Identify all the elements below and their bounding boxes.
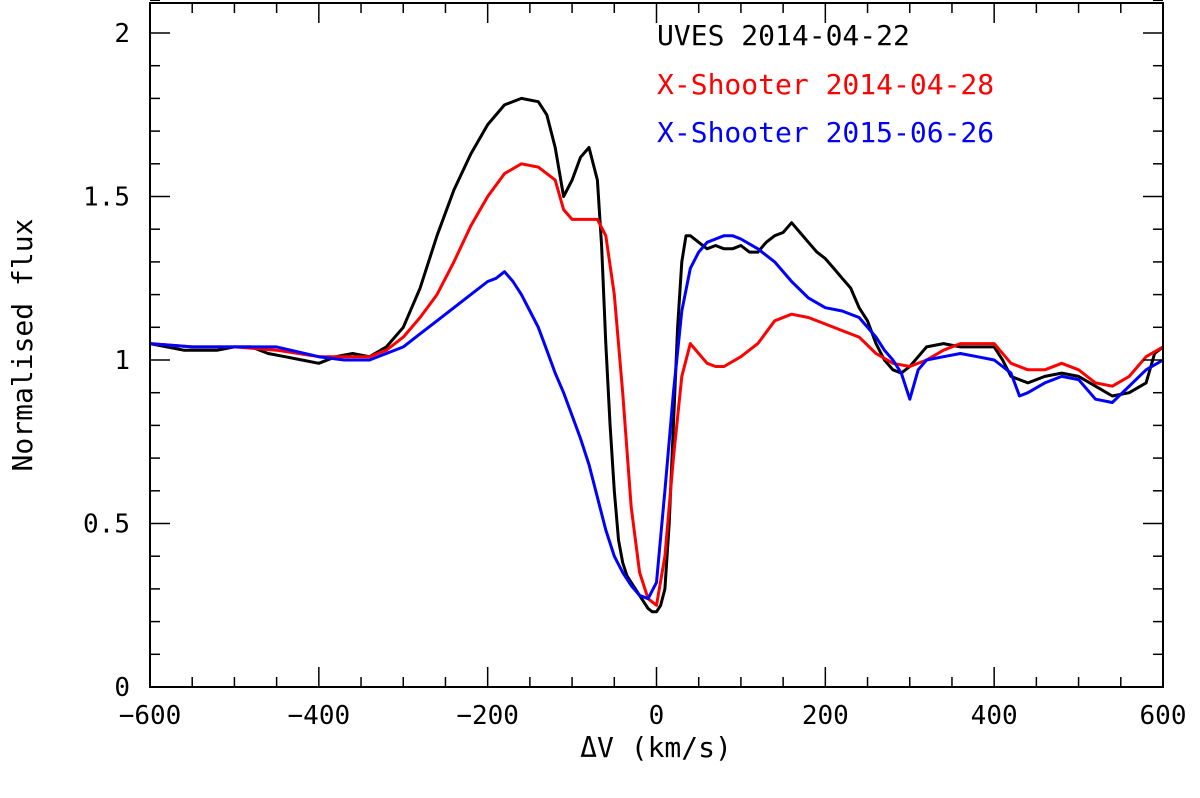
y-tick-label: 1 xyxy=(114,346,130,376)
x-tick-label: 600 xyxy=(1140,701,1187,731)
legend-entry-uves: UVES 2014-04-22 xyxy=(657,19,910,52)
series-xshooter-2015-line xyxy=(149,234,1164,601)
x-tick-label: −200 xyxy=(456,701,519,731)
x-tick-label: 400 xyxy=(971,701,1018,731)
legend-entry-xshooter-2014: X-Shooter 2014-04-28 xyxy=(657,68,994,101)
tick-layer xyxy=(149,0,1164,688)
y-tick-label: 0 xyxy=(114,673,130,703)
x-tick-label: 0 xyxy=(649,701,665,731)
series-layer xyxy=(149,96,1164,614)
x-tick-label: −400 xyxy=(288,701,351,731)
legend-entry-xshooter-2015: X-Shooter 2015-06-26 xyxy=(657,116,994,149)
y-tick-label: 2 xyxy=(114,19,130,49)
y-tick-label: 0.5 xyxy=(83,510,130,540)
x-tick-label: −600 xyxy=(119,701,182,731)
y-axis-label: Normalised flux xyxy=(6,219,39,472)
legend: UVES 2014-04-22 X-Shooter 2014-04-28 X-S… xyxy=(657,19,994,149)
tick-labels: −600 −400 −200 0 200 400 600 0 0.5 1 1.5 2 xyxy=(83,19,1186,731)
y-tick-label: 1.5 xyxy=(83,183,130,213)
x-axis-label: ΔV (km/s) xyxy=(580,731,732,764)
series-xshooter-2014-line xyxy=(149,162,1164,607)
plot-frame xyxy=(149,2,1164,688)
x-tick-label: 200 xyxy=(802,701,849,731)
